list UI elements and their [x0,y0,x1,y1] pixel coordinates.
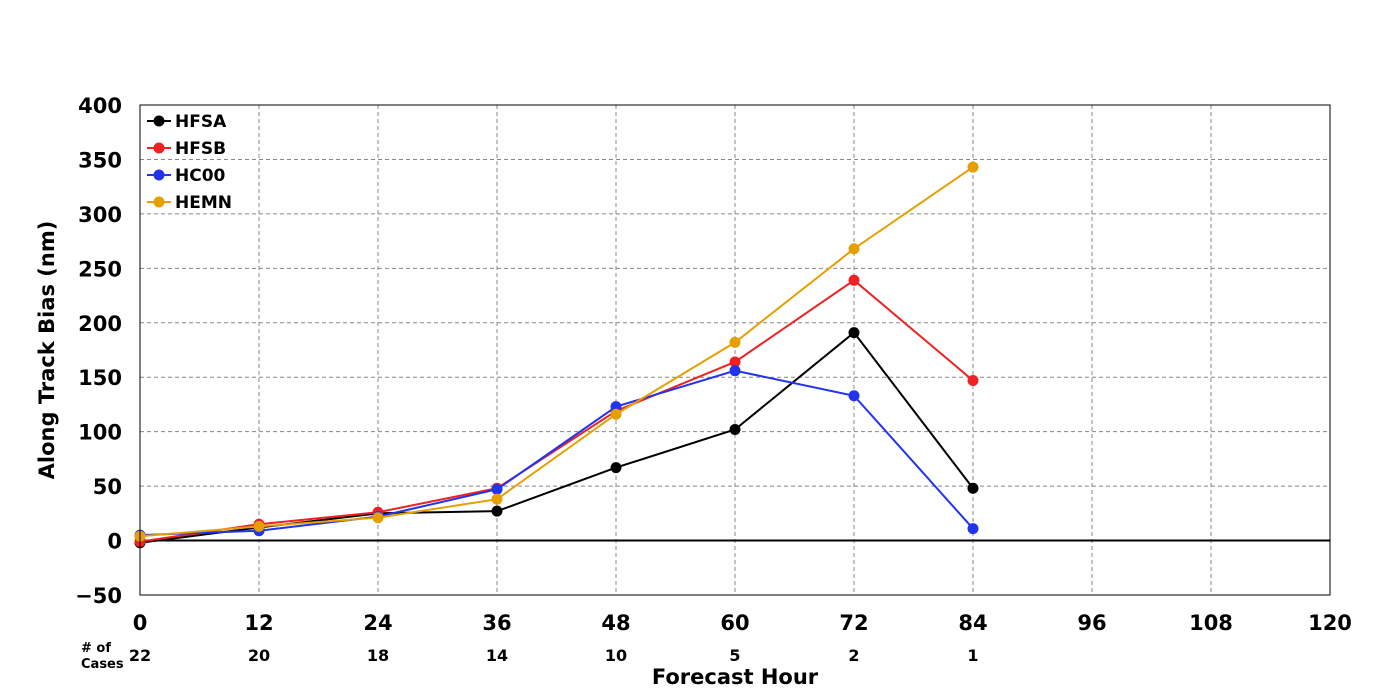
legend-swatch-marker [153,169,165,181]
y-tick-label: −50 [75,584,122,608]
series-lines [134,161,979,549]
grid-lines [140,105,1330,595]
legend-swatch-marker [153,196,165,208]
y-tick-label: 50 [93,475,122,499]
data-point [610,408,622,420]
data-point [729,423,741,435]
y-tick-label: 100 [78,421,122,445]
y-tick-label: 200 [78,312,122,336]
x-tick-label: 108 [1189,611,1233,635]
series-line [139,166,974,538]
data-point [848,243,860,255]
data-point [729,336,741,348]
legend: HFSA HFSB HC00 HEMN [147,112,232,213]
data-point [729,356,741,368]
y-tick-label: 250 [78,257,122,281]
tick-labels: −50 0 50 100 150 200 250 300 350 400 0 12 24 36 48 60 72… [75,94,1352,635]
legend-item: HFSA [147,112,227,132]
legend-item: HFSB [147,139,226,159]
data-point [253,520,265,532]
series-line [139,369,974,537]
x-tick-label: 24 [363,611,392,635]
data-point [491,483,503,495]
cases-row: # of Cases 22 20 18 14 10 5 2 1 [81,641,979,672]
plot-frame [139,104,1331,596]
series-hemn [134,161,979,542]
cases-header: # of Cases [81,641,124,672]
x-tick-label: 120 [1308,611,1352,635]
legend-label: HFSB [175,139,226,159]
legend-item: HC00 [147,166,226,186]
data-point [610,401,622,413]
case-count: 22 [129,646,151,665]
data-point [729,365,741,377]
data-point [967,374,979,386]
legend-swatch-marker [153,142,165,154]
y-tick-label: 350 [78,148,122,172]
data-point [848,390,860,402]
y-tick-label: 300 [78,203,122,227]
x-tick-label: 84 [958,611,987,635]
x-tick-label: 72 [839,611,868,635]
legend-label: HC00 [175,166,226,186]
legend-swatch-marker [153,115,165,127]
legend-label: HFSA [175,112,227,132]
x-tick-label: 96 [1077,611,1106,635]
legend-label: HEMN [175,193,232,213]
x-axis-label: Forecast Hour [652,665,819,689]
case-count: 5 [729,646,740,665]
x-tick-label: 12 [244,611,273,635]
data-point [967,523,979,535]
legend-item: HEMN [147,193,232,213]
x-tick-label: 60 [720,611,749,635]
data-point [491,493,503,505]
series-hc00 [134,365,979,541]
data-point [610,462,622,474]
data-point [372,512,384,524]
y-tick-label: 400 [78,94,122,118]
series-line [139,279,974,543]
y-axis-label: Along Track Bias (nm) [35,221,59,480]
case-count: 20 [248,646,270,665]
case-count: 14 [486,646,508,665]
case-count: 1 [967,646,978,665]
data-point [967,482,979,494]
data-point [848,274,860,286]
y-tick-label: 150 [78,366,122,390]
data-point [967,161,979,173]
x-tick-label: 36 [482,611,511,635]
case-count: 2 [848,646,859,665]
series-line [139,331,974,544]
x-tick-label: 0 [133,611,148,635]
x-tick-label: 48 [601,611,630,635]
series-hfsb [134,274,979,548]
series-hfsa [134,327,979,549]
case-count: 18 [367,646,389,665]
data-point [848,327,860,339]
y-tick-label: 0 [107,530,122,554]
case-count: 10 [605,646,627,665]
data-point [491,505,503,517]
